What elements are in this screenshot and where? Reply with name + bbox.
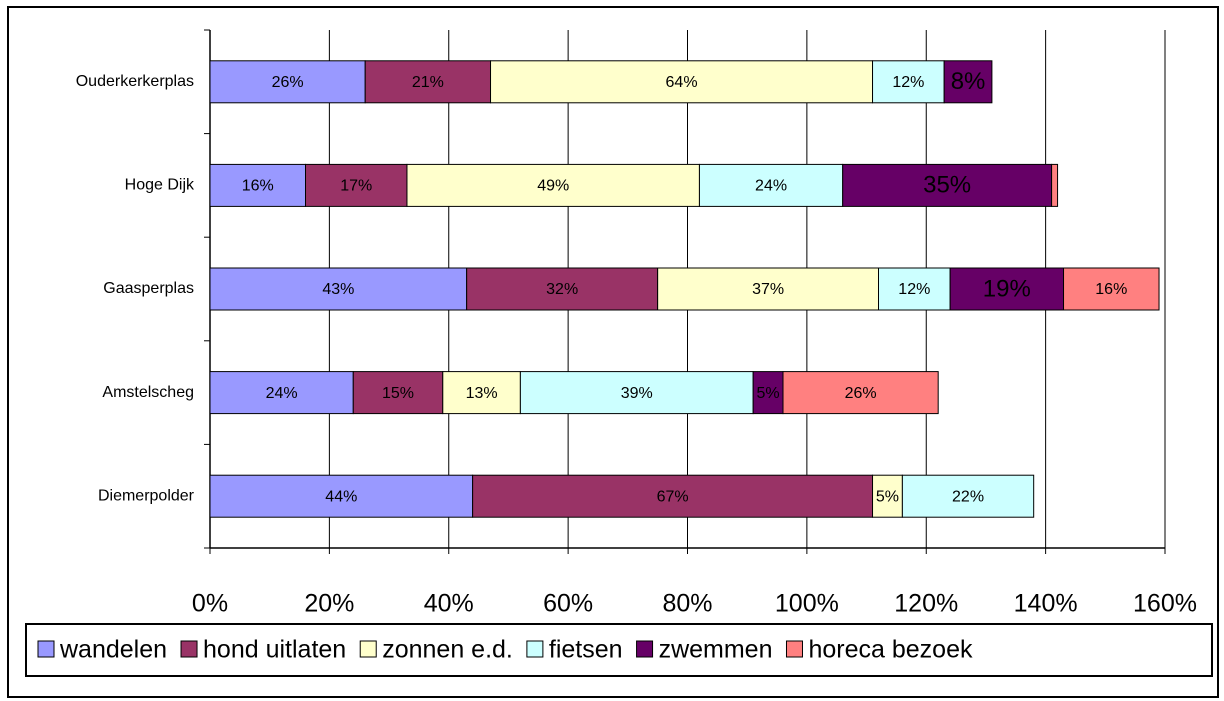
y-tick-label: Gaasperplas bbox=[103, 280, 194, 297]
value-label: 19% bbox=[983, 275, 1031, 302]
value-label: 16% bbox=[242, 178, 274, 195]
bar-segment bbox=[466, 267, 659, 311]
bar-segment bbox=[519, 371, 754, 415]
value-label: 22% bbox=[952, 488, 984, 505]
value-label: 32% bbox=[546, 281, 578, 298]
bar-segment bbox=[209, 163, 306, 207]
value-label: 12% bbox=[898, 281, 930, 298]
bar-segment bbox=[209, 474, 474, 518]
legend-label: zwemmen bbox=[659, 636, 773, 664]
legend-swatch bbox=[526, 640, 544, 658]
value-label: 21% bbox=[412, 74, 444, 91]
bar-segment bbox=[657, 267, 879, 311]
value-label: 5% bbox=[757, 385, 780, 402]
value-label: 24% bbox=[755, 178, 787, 195]
y-tick-label: Amstelscheg bbox=[102, 384, 194, 401]
value-label: 64% bbox=[666, 74, 698, 91]
value-label: 26% bbox=[845, 385, 877, 402]
legend-label: horeca bezoek bbox=[808, 636, 973, 664]
value-label: 39% bbox=[621, 385, 653, 402]
value-label: 5% bbox=[876, 488, 899, 505]
value-label: 49% bbox=[537, 178, 569, 195]
bar-segment bbox=[1051, 163, 1059, 207]
legend-swatch bbox=[636, 640, 654, 658]
value-label: 44% bbox=[325, 488, 357, 505]
bar-segment bbox=[698, 163, 844, 207]
legend-label: hond uitlaten bbox=[203, 636, 346, 664]
value-label: 17% bbox=[340, 178, 372, 195]
x-tick-label: 100% bbox=[775, 590, 839, 618]
value-label: 37% bbox=[752, 281, 784, 298]
x-tick-label: 0% bbox=[192, 590, 228, 618]
bar-segment bbox=[872, 60, 945, 104]
bar-segment bbox=[752, 371, 784, 415]
legend-swatch bbox=[180, 640, 198, 658]
value-label: 43% bbox=[322, 281, 354, 298]
value-label: 24% bbox=[266, 385, 298, 402]
value-label: 8% bbox=[951, 68, 986, 95]
legend-swatch bbox=[359, 640, 377, 658]
bar-segment bbox=[209, 267, 468, 311]
bar-segment bbox=[943, 60, 993, 104]
legend-box bbox=[25, 623, 1213, 677]
legend-swatch bbox=[785, 640, 803, 658]
bar-segment bbox=[949, 267, 1065, 311]
bar-segment bbox=[1063, 267, 1160, 311]
value-label: 12% bbox=[892, 74, 924, 91]
legend-label: fietsen bbox=[549, 636, 623, 664]
bar-segment bbox=[442, 371, 521, 415]
x-tick-label: 120% bbox=[894, 590, 958, 618]
value-label: 26% bbox=[272, 74, 304, 91]
x-tick-label: 160% bbox=[1133, 590, 1197, 618]
legend-swatch bbox=[37, 640, 55, 658]
y-tick-label: Diemerpolder bbox=[98, 487, 195, 504]
bar-segment bbox=[364, 60, 492, 104]
value-label: 13% bbox=[466, 385, 498, 402]
y-tick-label: Ouderkerkerplas bbox=[76, 73, 194, 90]
legend-label: wandelen bbox=[59, 636, 167, 664]
bar-segment bbox=[406, 163, 700, 207]
value-label: 35% bbox=[923, 172, 971, 199]
x-tick-label: 20% bbox=[304, 590, 354, 618]
legend-label: zonnen e.d. bbox=[382, 636, 513, 664]
value-label: 67% bbox=[657, 488, 689, 505]
bar-segment bbox=[842, 163, 1053, 207]
bar-segment bbox=[878, 267, 951, 311]
y-tick-label: Hoge Dijk bbox=[125, 177, 195, 194]
bar-segment bbox=[901, 474, 1035, 518]
value-label: 16% bbox=[1095, 281, 1127, 298]
value-label: 15% bbox=[382, 385, 414, 402]
x-tick-label: 80% bbox=[662, 590, 712, 618]
bar-segment bbox=[782, 371, 939, 415]
x-tick-label: 140% bbox=[1014, 590, 1078, 618]
x-tick-label: 60% bbox=[543, 590, 593, 618]
bar-segment bbox=[209, 371, 354, 415]
x-tick-label: 40% bbox=[424, 590, 474, 618]
bar-segment bbox=[209, 60, 366, 104]
